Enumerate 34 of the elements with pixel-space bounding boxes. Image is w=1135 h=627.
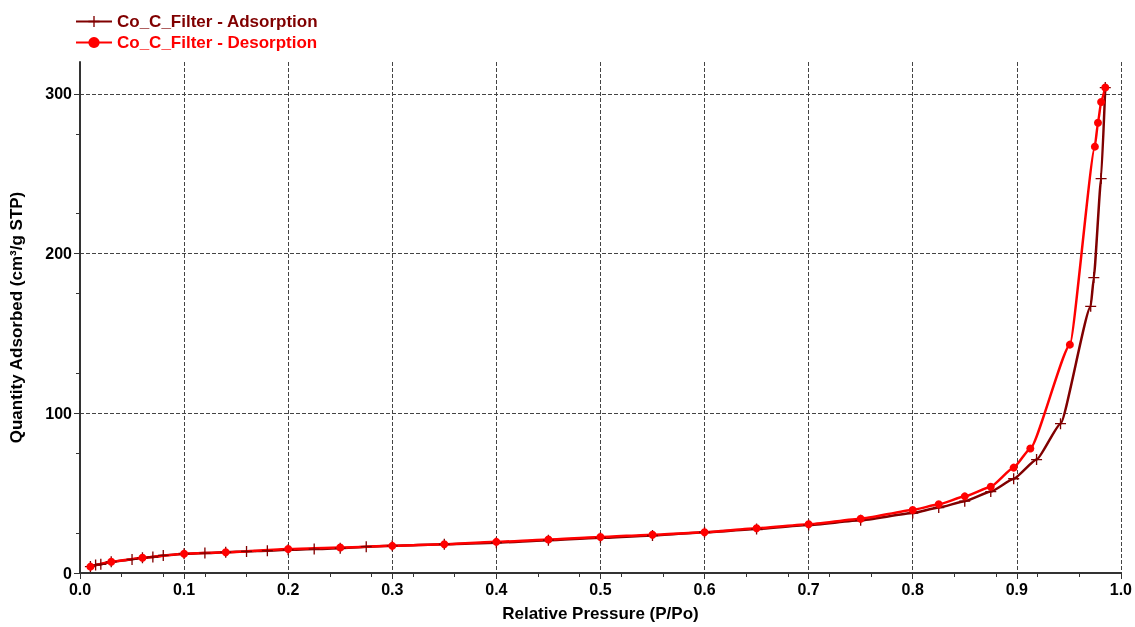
x-tick-label: 0.8 [901, 580, 924, 598]
point [1009, 463, 1018, 472]
y-tick-label: 200 [45, 245, 73, 263]
x-tick-label: 0.6 [693, 580, 716, 598]
point [908, 505, 917, 514]
x-axis-title: Relative Pressure (P/Po) [502, 604, 699, 623]
x-tick-label: 0.4 [485, 580, 508, 598]
x-tick-label: 0.0 [68, 580, 92, 598]
x-tick-label: 0.7 [797, 580, 820, 598]
point [1026, 444, 1035, 453]
point [1090, 142, 1099, 151]
legend-label: Co_C_Filter - Adsorption [117, 12, 318, 31]
point [986, 482, 995, 491]
x-tick-label: 0.3 [381, 580, 404, 598]
legend-label: Co_C_Filter - Desorption [117, 33, 318, 52]
point [199, 547, 211, 559]
x-tick-label: 0.1 [172, 580, 196, 598]
y-tick-label: 0 [63, 564, 73, 582]
x-tick-label: 0.9 [1005, 580, 1029, 598]
point [308, 543, 320, 555]
y-tick-label: 300 [45, 85, 73, 103]
y-tick-label: 100 [45, 404, 73, 422]
point [1097, 97, 1106, 106]
x-tick-label: 0.2 [277, 580, 300, 598]
point [1095, 173, 1107, 185]
x-tick-label: 1.0 [1109, 580, 1133, 598]
point [126, 553, 138, 565]
point [1065, 340, 1074, 349]
point [960, 492, 969, 501]
x-tick-label: 0.5 [589, 580, 612, 598]
y-axis-title: Quantity Adsorbed (cm³/g STP) [7, 191, 26, 444]
point [934, 500, 943, 509]
point [147, 551, 159, 563]
point [1093, 118, 1102, 127]
